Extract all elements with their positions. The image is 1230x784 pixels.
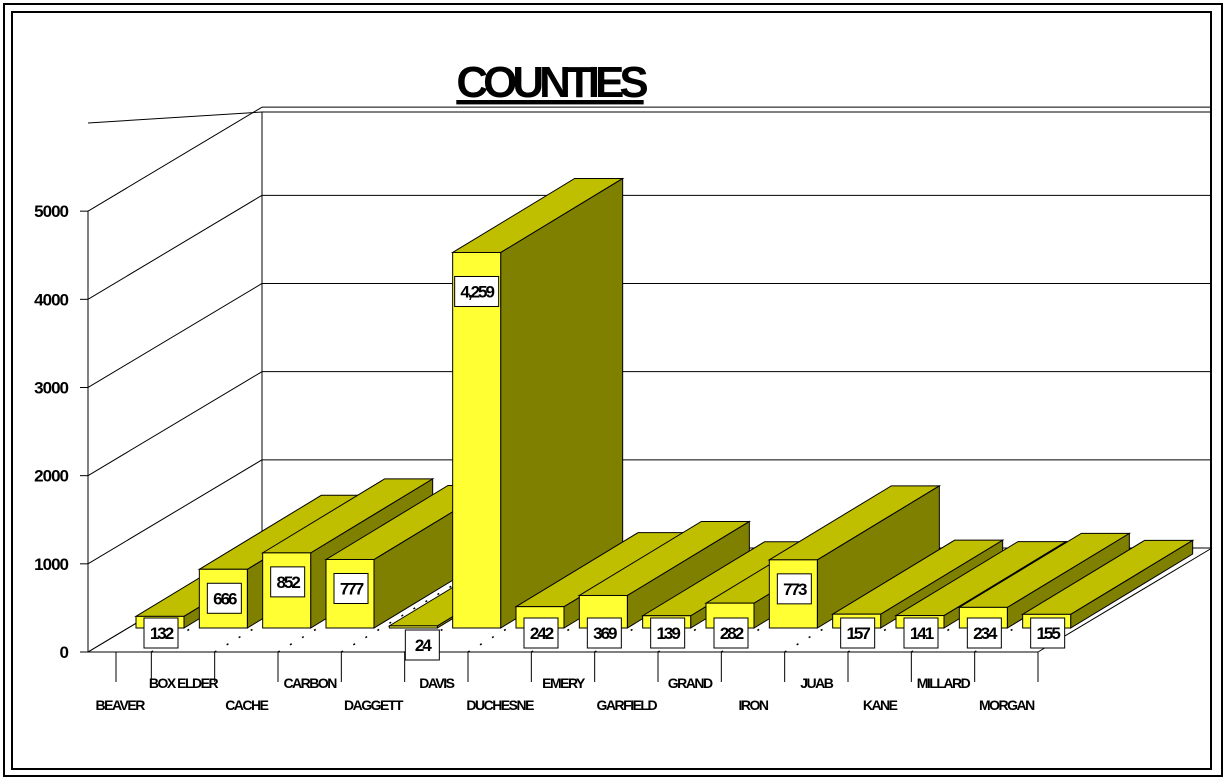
data-label-box (206, 582, 242, 614)
data-label-text: 777 (340, 579, 364, 598)
data-label-text: 132 (150, 624, 174, 643)
y-tick-label: 3000 (34, 378, 68, 397)
data-label-text: 773 (783, 580, 807, 599)
data-label: 139 (650, 617, 686, 649)
side-wall-gridline (87, 106, 263, 212)
x-category-label: KANE (863, 697, 898, 713)
data-label-box (270, 566, 306, 598)
x-category-label: BEAVER (96, 697, 146, 713)
y-tick-label: 0 (60, 643, 69, 662)
y-tick-label: 5000 (34, 202, 68, 221)
y-tick-label: 2000 (34, 467, 68, 486)
data-label-box (776, 573, 812, 605)
bar-iron (767, 484, 942, 629)
data-label: 666 (206, 582, 242, 614)
chart-title: COUNTIES (456, 58, 647, 107)
x-category-label: GRAND (668, 675, 713, 691)
data-label-text: 157 (846, 624, 870, 643)
data-label-text: 242 (530, 624, 554, 643)
x-category-label: MILLARD (917, 675, 971, 691)
data-label-box (650, 617, 686, 649)
x-category-label: DAGGETT (344, 697, 404, 713)
data-label-box (840, 617, 876, 649)
data-label-text: 139 (656, 624, 680, 643)
side-wall-gridline (87, 371, 263, 477)
data-label-box (404, 629, 440, 661)
data-label-text: 234 (973, 624, 998, 643)
data-label: 141 (903, 617, 939, 649)
data-label-box (143, 617, 179, 649)
x-category-label: MORGAN (979, 697, 1035, 713)
data-label: 157 (840, 617, 876, 649)
x-category-label: GARFIELD (597, 697, 658, 713)
x-category-label: IRON (739, 697, 769, 713)
data-label-box (586, 617, 622, 649)
data-label-box (333, 572, 369, 604)
x-category-label: JUAB (800, 675, 834, 691)
side-wall-gridline (87, 283, 263, 388)
data-label: 155 (1030, 617, 1066, 649)
data-label: 242 (523, 617, 559, 649)
side-wall-gridline (87, 459, 263, 565)
data-label-box (454, 275, 500, 307)
y-tick-label: 4000 (34, 290, 68, 309)
x-category-label: CARBON (283, 675, 337, 691)
data-label-text: 24 (415, 636, 432, 655)
data-label-text: 141 (910, 624, 934, 643)
data-label: 852 (270, 566, 306, 598)
x-category-label: EMERY (542, 675, 586, 691)
data-label-text: 852 (276, 573, 300, 592)
data-label: 777 (333, 572, 369, 604)
bar-front (452, 251, 502, 629)
x-category-label: CACHE (225, 697, 268, 713)
data-label-text: 666 (213, 589, 237, 608)
y-tick-label: 1000 (34, 555, 68, 574)
data-label: 282 (713, 617, 749, 649)
y-axis-ticks: 0 1000 2000 3000 4000 5000 (34, 202, 69, 662)
x-category-label: BOX ELDER (149, 675, 219, 691)
data-label-box (523, 617, 559, 649)
data-label-box (1030, 617, 1066, 649)
data-label: 132 (143, 617, 179, 649)
data-label: 4,259 (454, 275, 500, 307)
data-label: 24 (404, 629, 440, 661)
side-wall-gridline (87, 194, 263, 300)
data-label: 234 (966, 617, 1002, 649)
side-wall-top-edge (87, 111, 263, 124)
data-label-text: 155 (1036, 624, 1060, 643)
floor-right-edge (1037, 547, 1213, 653)
x-category-label: DUCHESNE (466, 697, 534, 713)
data-label-box (713, 617, 749, 649)
data-label: 773 (776, 573, 812, 605)
bar-davis (450, 177, 625, 629)
chart-data-labels: 132 666 852 777 24 4,259 242 369 139 282 773 157 141… (143, 275, 1066, 661)
data-label-box (903, 617, 939, 649)
data-label-text: 4,259 (460, 282, 494, 301)
inner-frame (11, 11, 1212, 770)
chart-bars (134, 177, 1195, 629)
data-label: 369 (586, 617, 622, 649)
outer-frame (3, 3, 1223, 777)
x-category-label: DAVIS (419, 675, 454, 691)
data-label-text: 369 (593, 624, 617, 643)
bar-front (388, 625, 438, 629)
data-label-text: 282 (720, 624, 744, 643)
data-label-box (966, 617, 1002, 649)
